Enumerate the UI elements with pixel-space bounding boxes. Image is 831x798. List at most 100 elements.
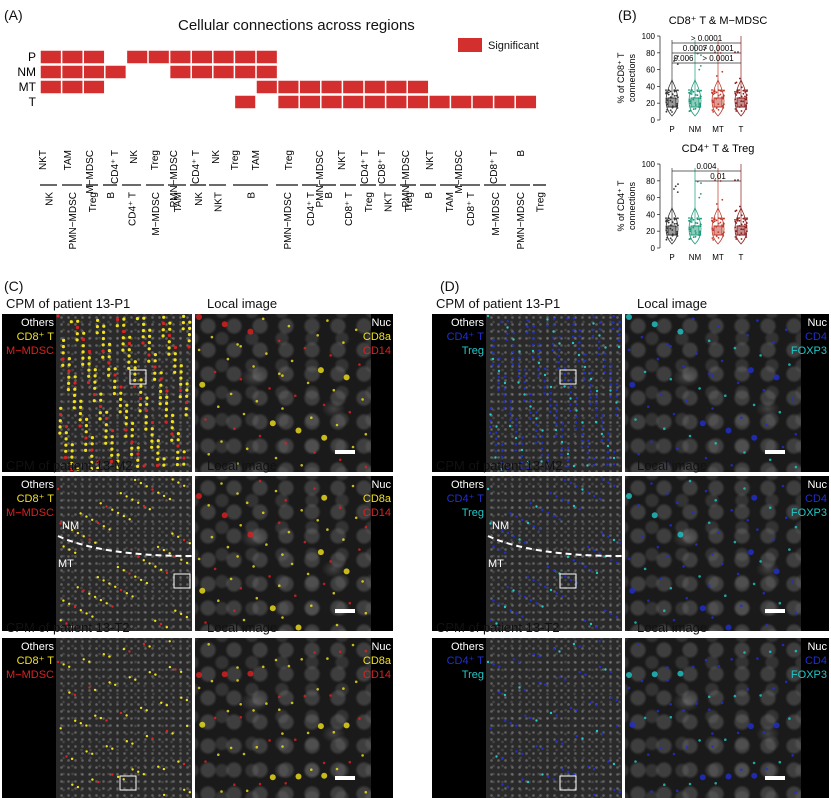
cell-dot — [110, 435, 114, 439]
signal-dot — [698, 575, 701, 578]
cell-dot — [150, 420, 155, 425]
signal-dot — [773, 568, 780, 575]
cell-dot — [76, 531, 80, 535]
data-point — [699, 95, 702, 98]
pvalue-label: > 0.0001 — [691, 34, 723, 43]
data-point — [669, 109, 672, 112]
cell-dot — [64, 437, 68, 441]
cpm-legend-item: Treg — [461, 345, 484, 357]
cell-dot — [575, 485, 578, 488]
sig-cell — [235, 95, 256, 109]
data-point — [673, 89, 676, 91]
cell-dot — [523, 688, 527, 692]
sig-cell — [364, 80, 385, 94]
signal-dot — [651, 512, 658, 519]
cell-dot — [561, 422, 564, 425]
cell-dot — [549, 385, 553, 389]
data-point — [711, 109, 714, 111]
signal-dot — [743, 451, 746, 454]
cell-dot — [592, 457, 596, 461]
y-tick-label: 100 — [642, 160, 656, 169]
cell-dot — [603, 364, 607, 368]
cell-dot — [561, 428, 564, 431]
cell-dot — [581, 427, 584, 430]
cell-dot — [96, 521, 100, 525]
cell-dot — [184, 413, 188, 417]
cell-dot — [104, 441, 108, 445]
cell-dot — [165, 626, 168, 629]
cell-dot — [104, 416, 109, 421]
cell-dot — [578, 645, 581, 648]
signal-dot — [634, 760, 637, 763]
cell-dot — [148, 562, 151, 565]
signal-dot — [711, 407, 714, 410]
cell-dot — [517, 362, 521, 366]
data-point — [734, 236, 737, 238]
data-point — [734, 82, 737, 85]
cell-dot — [65, 622, 68, 625]
signal-dot — [364, 525, 368, 529]
cell-dot — [130, 440, 134, 444]
cell-dot — [131, 768, 134, 771]
cell-dot — [89, 467, 93, 471]
cell-dot — [540, 454, 543, 457]
signal-dot — [736, 572, 740, 576]
top-col-label: TAM — [63, 150, 74, 170]
top-col-label: NK — [129, 150, 140, 164]
data-point — [745, 106, 748, 108]
signal-dot — [746, 519, 749, 522]
cell-dot — [521, 442, 524, 445]
cell-dot — [504, 551, 507, 554]
data-point — [711, 237, 714, 240]
cpm-legend-item: Others — [20, 479, 54, 491]
cell-dot — [70, 757, 74, 761]
signal-dot — [239, 524, 242, 527]
cell-dot — [598, 340, 601, 343]
signal-dot — [236, 666, 239, 669]
cell-dot — [613, 484, 616, 487]
cell-dot — [521, 436, 524, 439]
signal-dot — [629, 587, 636, 594]
local-legend-item: Nuc — [807, 479, 827, 491]
signal-dot — [752, 403, 756, 407]
cpm-image: Others CD4⁺ T Treg — [432, 314, 622, 472]
data-point — [690, 217, 693, 219]
cell-dot — [108, 681, 111, 684]
signal-dot — [247, 531, 254, 538]
legend-strip — [432, 638, 486, 798]
signal-dot — [321, 772, 328, 779]
signal-dot — [239, 345, 242, 348]
signal-dot — [725, 427, 732, 434]
cell-dot — [501, 783, 504, 786]
cell-dot — [607, 438, 610, 441]
local-legend-item: CD8a — [362, 331, 391, 343]
cell-dot — [494, 443, 498, 447]
cell-dot — [110, 453, 114, 457]
sig-cell — [299, 95, 321, 109]
data-point — [721, 198, 724, 201]
signal-dot — [247, 328, 254, 335]
cell-dot — [116, 459, 120, 463]
signal-dot — [756, 319, 759, 322]
cell-dot — [105, 410, 109, 414]
data-point — [665, 89, 667, 91]
signal-dot — [778, 760, 782, 764]
signal-dot — [647, 405, 650, 408]
cell-dot — [503, 381, 507, 385]
local-legend-item: CD14 — [362, 669, 391, 681]
cell-dot — [122, 778, 125, 781]
cell-dot — [486, 660, 490, 664]
cell-dot — [598, 665, 602, 669]
cell-dot — [63, 455, 68, 460]
signal-dot — [651, 321, 658, 328]
cell-dot — [105, 745, 108, 748]
cell-dot — [489, 413, 492, 416]
signal-dot — [213, 567, 217, 571]
cell-dot — [615, 382, 619, 386]
cell-dot — [59, 522, 62, 525]
cell-dot — [504, 719, 507, 722]
signal-dot — [675, 447, 679, 451]
zoom-marker — [559, 573, 577, 589]
cell-dot — [116, 453, 120, 457]
cell-dot — [515, 424, 518, 427]
